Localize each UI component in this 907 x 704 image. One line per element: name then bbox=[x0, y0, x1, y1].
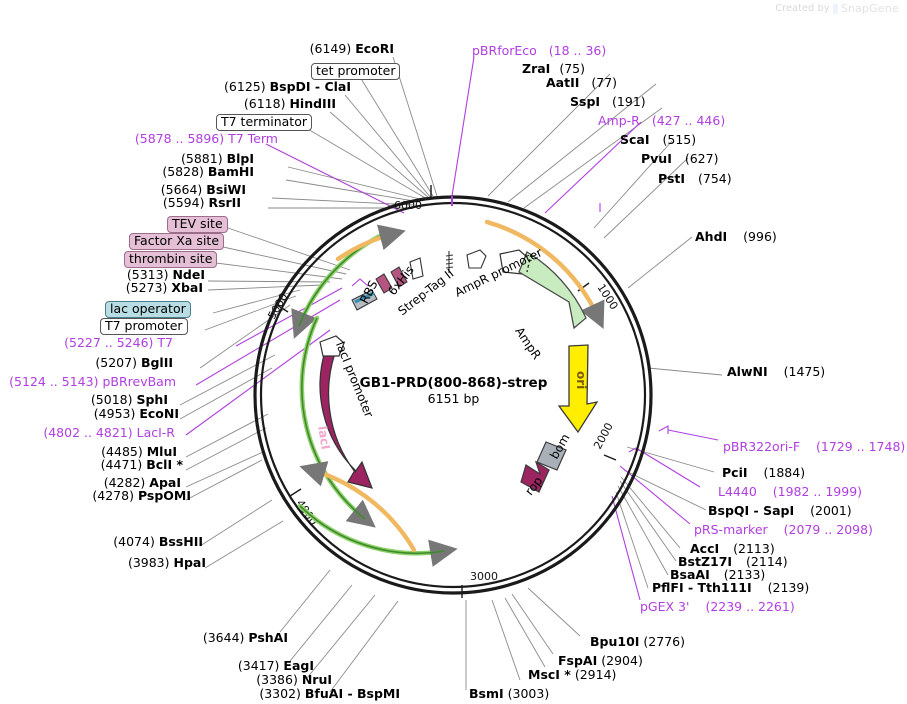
site-label-BglII: (5207) BglII bbox=[95, 355, 173, 370]
site-label-BspQI-SapI: BspQI - SapI (2001) bbox=[708, 503, 852, 518]
site-label-NdeI: (5313) NdeI bbox=[126, 267, 205, 282]
site-label-BsiWI: (5664) BsiWI bbox=[160, 182, 246, 197]
snapgene-logo-icon bbox=[832, 3, 838, 14]
site-label-MscI: MscI * (2914) bbox=[528, 667, 617, 682]
site-label-BstZ17I: BstZ17I (2114) bbox=[678, 554, 788, 569]
site-label-HpaI: (3983) HpaI bbox=[127, 555, 206, 570]
site-label-BsmI: BsmI (3003) bbox=[469, 686, 550, 701]
site-label-BfuAI-BspMI: (3302) BfuAI - BspMI bbox=[259, 686, 400, 701]
site-label-SphI: (5018) SphI bbox=[90, 392, 168, 407]
boxed-label-factor-xa-site: Factor Xa site bbox=[129, 232, 225, 251]
site-label-PvuI: PvuI (627) bbox=[641, 151, 719, 166]
site-label-pBRrevBam: (5124 .. 5143) pBRrevBam bbox=[9, 374, 176, 389]
site-label-AhdI: AhdI (996) bbox=[695, 229, 777, 244]
site-label-LacI-R: (4802 .. 4821) LacI-R bbox=[43, 425, 175, 440]
site-label-Bpu10I: Bpu10I (2776) bbox=[590, 634, 685, 649]
site-label-PspOMI: (4278) PspOMI bbox=[92, 488, 191, 503]
feature-label-ori: ori bbox=[574, 371, 588, 390]
plasmid-name: GB1-PRD(800-868)-strep bbox=[359, 375, 548, 391]
site-label-BamHI: (5828) BamHI bbox=[162, 164, 254, 179]
site-label-PshAI: (3644) PshAI bbox=[202, 630, 288, 645]
cleavage-site-marks bbox=[445, 249, 487, 273]
watermark-prefix: Created by bbox=[775, 3, 830, 14]
site-label-BclI: (4471) BclI * bbox=[100, 457, 183, 472]
boxed-label-t7-terminator: T7 terminator bbox=[216, 113, 312, 132]
site-label-RsrII: (5594) RsrII bbox=[162, 195, 241, 210]
boxed-label-t7-promoter: T7 promoter bbox=[100, 317, 188, 336]
watermark-brand: SnapGene bbox=[840, 2, 899, 15]
site-label-ApaI: (4282) ApaI bbox=[103, 475, 181, 490]
svg-text:3000: 3000 bbox=[470, 570, 498, 583]
site-label-SspI: SspI (191) bbox=[570, 94, 646, 109]
site-label-ScaI: ScaI (515) bbox=[620, 132, 697, 147]
site-label-PflFI-Tth111I: PflFI - Tth111I (2139) bbox=[652, 580, 810, 595]
site-label-PstI: PstI (754) bbox=[658, 171, 732, 186]
site-label-FspAI: FspAI (2904) bbox=[558, 653, 643, 668]
plasmid-size: 6151 bp bbox=[427, 391, 480, 406]
site-label-XbaI: (5273) XbaI bbox=[125, 280, 203, 295]
feature-rbs bbox=[351, 289, 378, 311]
site-label-AlwNI: AlwNI (1475) bbox=[727, 364, 826, 379]
site-label-pGEX-3prime: pGEX 3' (2239 .. 2261) bbox=[640, 599, 795, 614]
site-label-PciI: PciI (1884) bbox=[722, 465, 806, 480]
site-label-AatII: AatII (77) bbox=[546, 75, 618, 90]
svg-text:2000: 2000 bbox=[591, 421, 616, 452]
site-label-Amp-R: Amp-R (427 .. 446) bbox=[598, 113, 726, 128]
boxed-label-lac-operator: lac operator bbox=[105, 300, 191, 319]
site-label-EagI: (3417) EagI bbox=[237, 658, 314, 673]
site-label-L4440: L4440 (1982 .. 1999) bbox=[718, 484, 863, 499]
snapgene-watermark: Created by SnapGene bbox=[775, 2, 899, 15]
site-label-EcoNI: (4953) EcoNI bbox=[93, 406, 179, 421]
site-label-BsaAI: BsaAI (2133) bbox=[670, 567, 766, 582]
site-label-T7-Term: (5878 .. 5896) T7 Term bbox=[134, 131, 278, 146]
site-label-T7: (5227 .. 5246) T7 bbox=[64, 335, 173, 350]
feature-rop bbox=[520, 460, 550, 493]
boxed-label-tet-promoter: tet promoter bbox=[311, 62, 401, 81]
site-label-EcoRI: (6149) EcoRI bbox=[309, 41, 394, 56]
site-label-AccI: AccI (2113) bbox=[690, 541, 775, 556]
feature-6xhis bbox=[375, 266, 408, 294]
site-label-pBR322ori-F: pBR322ori-F (1729 .. 1748) bbox=[723, 439, 906, 454]
site-label-BlpI: (5881) BlpI bbox=[181, 151, 254, 166]
boxed-label-tev-site: TEV site bbox=[167, 215, 228, 234]
boxed-label-thrombin-site: thrombin site bbox=[124, 250, 218, 269]
feature-label-lacI: lacI bbox=[315, 424, 333, 451]
feature-bom bbox=[536, 441, 567, 471]
site-label-pRS-marker: pRS-marker (2079 .. 2098) bbox=[694, 522, 873, 537]
feature-lacI-promoter bbox=[319, 335, 345, 357]
feature-lacI bbox=[319, 344, 373, 489]
site-label-MluI: (4485) MluI bbox=[101, 444, 177, 459]
site-label-pBRforEco: pBRforEco (18 .. 36) bbox=[472, 43, 607, 58]
site-label-NruI: (3386) NruI bbox=[256, 672, 332, 687]
feature-ori bbox=[557, 344, 599, 434]
site-label-HindIII: (6118) HindIII bbox=[243, 96, 336, 111]
feature-strep-tag bbox=[409, 257, 424, 280]
site-label-BspDI-ClaI: (6125) BspDI - ClaI bbox=[224, 79, 351, 94]
site-label-BssHII: (4074) BssHII bbox=[113, 534, 203, 549]
svg-text:6000: 6000 bbox=[394, 199, 422, 212]
site-label-ZraI: ZraI (75) bbox=[522, 61, 585, 76]
terminator-arcs-orange bbox=[299, 219, 605, 553]
feature-ampR bbox=[518, 251, 587, 330]
